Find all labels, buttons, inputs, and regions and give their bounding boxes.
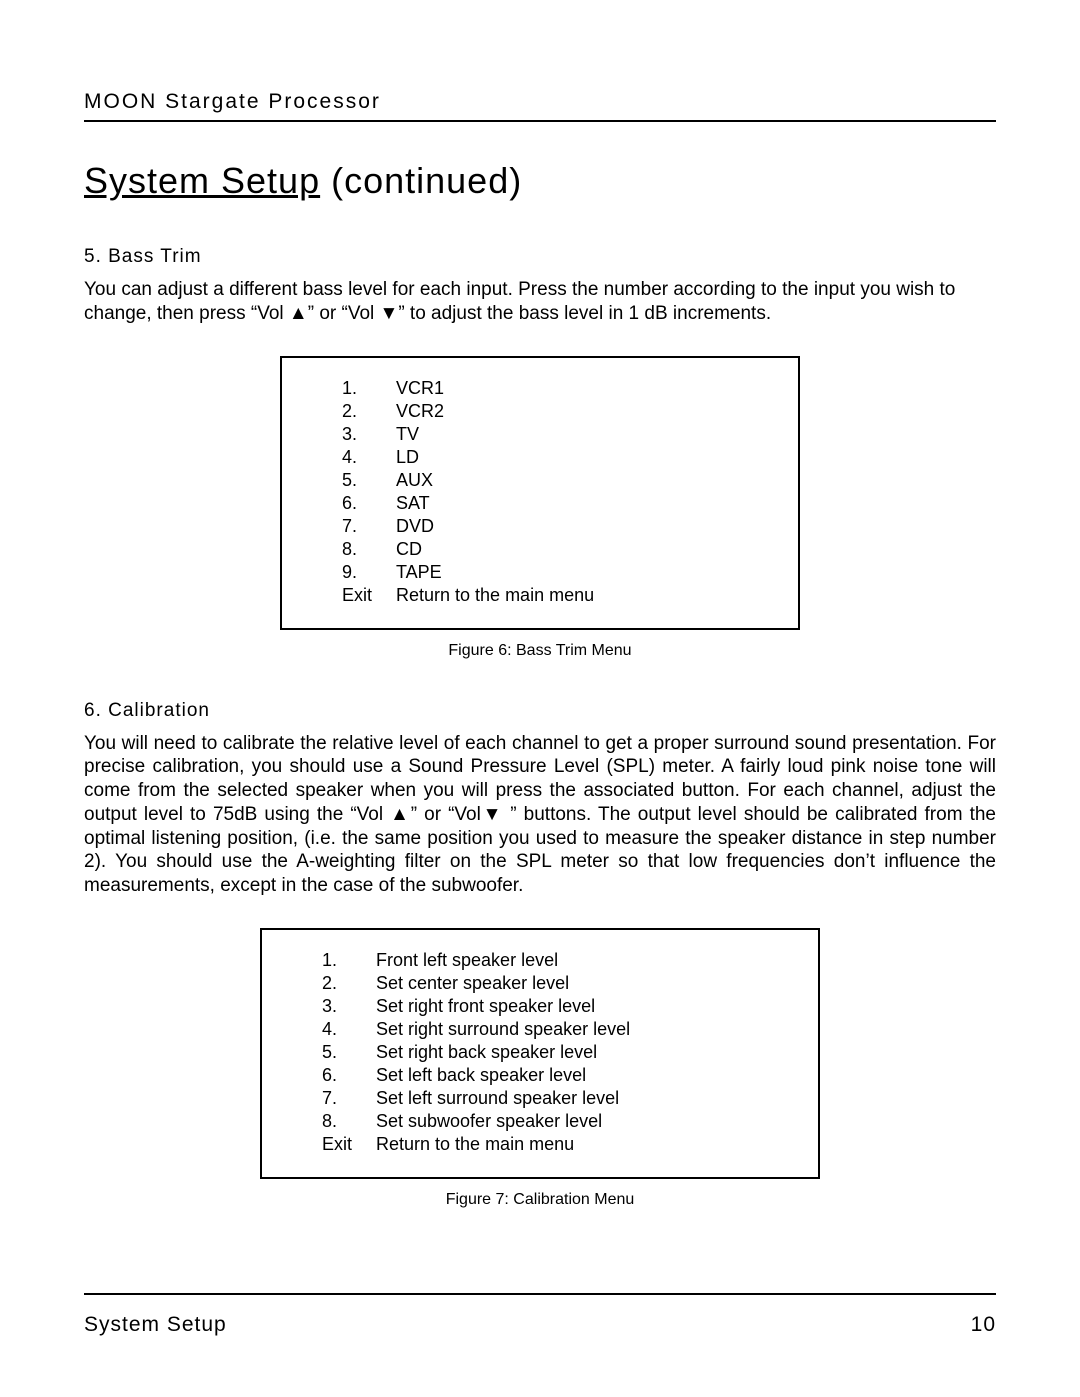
menu-row: 8.Set subwoofer speaker level [322, 1111, 640, 1134]
menu-row: 4.Set right surround speaker level [322, 1019, 640, 1042]
figure6-caption: Figure 6: Bass Trim Menu [84, 642, 996, 660]
menu-num: 7. [322, 1088, 376, 1111]
menu-num: 4. [342, 447, 396, 470]
menu-num: 5. [322, 1042, 376, 1065]
footer-row: System Setup 10 [84, 1313, 996, 1337]
menu-row: 1.Front left speaker level [322, 950, 640, 973]
menu-label: Front left speaker level [376, 950, 640, 973]
menu-label: TV [396, 424, 604, 447]
menu-row: 8.CD [342, 539, 604, 562]
menu-num: 2. [322, 973, 376, 996]
footer: System Setup 10 [84, 1293, 996, 1337]
menu-num: 6. [342, 493, 396, 516]
menu-num: 8. [322, 1111, 376, 1134]
footer-left: System Setup [84, 1313, 227, 1337]
menu-row: 4.LD [342, 447, 604, 470]
menu-num: 8. [342, 539, 396, 562]
menu-row: 9.TAPE [342, 562, 604, 585]
menu-row: 6.SAT [342, 493, 604, 516]
title-suffix: (continued) [320, 160, 522, 201]
menu-num: Exit [342, 585, 396, 608]
page: MOON Stargate Processor System Setup (co… [0, 0, 1080, 1397]
section5-body: You can adjust a different bass level fo… [84, 278, 996, 326]
footer-rule [84, 1293, 996, 1295]
menu-num: 7. [342, 516, 396, 539]
menu-num: 1. [322, 950, 376, 973]
menu-label: Set left back speaker level [376, 1065, 640, 1088]
menu-row: 6.Set left back speaker level [322, 1065, 640, 1088]
menu-label: Return to the main menu [376, 1134, 640, 1157]
menu-label: Set right back speaker level [376, 1042, 640, 1065]
menu-row: 1.VCR1 [342, 378, 604, 401]
menu-label: Set right front speaker level [376, 996, 640, 1019]
menu-label: DVD [396, 516, 604, 539]
menu-num: 6. [322, 1065, 376, 1088]
menu-row: 5.Set right back speaker level [322, 1042, 640, 1065]
menu-row: ExitReturn to the main menu [342, 585, 604, 608]
title-underlined: System Setup [84, 160, 320, 201]
menu-label: Set subwoofer speaker level [376, 1111, 640, 1134]
bass-trim-menu-table: 1.VCR1 2.VCR2 3.TV 4.LD 5.AUX 6.SAT 7.DV… [342, 378, 604, 608]
menu-row: ExitReturn to the main menu [322, 1134, 640, 1157]
calibration-menu-table: 1.Front left speaker level 2.Set center … [322, 950, 640, 1157]
menu-num: 5. [342, 470, 396, 493]
menu-label: LD [396, 447, 604, 470]
menu-label: Return to the main menu [396, 585, 604, 608]
menu-row: 5.AUX [342, 470, 604, 493]
menu-num: 3. [322, 996, 376, 1019]
menu-num: 3. [342, 424, 396, 447]
bass-trim-menu-box: 1.VCR1 2.VCR2 3.TV 4.LD 5.AUX 6.SAT 7.DV… [280, 356, 800, 630]
menu-num: 1. [342, 378, 396, 401]
figure7-caption: Figure 7: Calibration Menu [84, 1191, 996, 1209]
menu-row: 2.VCR2 [342, 401, 604, 424]
menu-label: AUX [396, 470, 604, 493]
menu-label: VCR1 [396, 378, 604, 401]
menu-num: 9. [342, 562, 396, 585]
section6-heading: 6. Calibration [84, 700, 996, 722]
menu-label: Set right surround speaker level [376, 1019, 640, 1042]
menu-num: Exit [322, 1134, 376, 1157]
menu-row: 7.DVD [342, 516, 604, 539]
menu-label: Set left surround speaker level [376, 1088, 640, 1111]
footer-page-number: 10 [971, 1313, 996, 1337]
section5-heading: 5. Bass Trim [84, 246, 996, 268]
menu-num: 4. [322, 1019, 376, 1042]
menu-row: 7.Set left surround speaker level [322, 1088, 640, 1111]
menu-label: TAPE [396, 562, 604, 585]
calibration-menu-box: 1.Front left speaker level 2.Set center … [260, 928, 820, 1179]
menu-num: 2. [342, 401, 396, 424]
page-title: System Setup (continued) [84, 160, 996, 202]
menu-label: VCR2 [396, 401, 604, 424]
menu-label: Set center speaker level [376, 973, 640, 996]
header-rule [84, 120, 996, 122]
menu-row: 3.TV [342, 424, 604, 447]
menu-row: 2.Set center speaker level [322, 973, 640, 996]
section6-body: You will need to calibrate the relative … [84, 732, 996, 898]
menu-row: 3.Set right front speaker level [322, 996, 640, 1019]
menu-label: CD [396, 539, 604, 562]
header-title: MOON Stargate Processor [84, 90, 996, 114]
menu-label: SAT [396, 493, 604, 516]
